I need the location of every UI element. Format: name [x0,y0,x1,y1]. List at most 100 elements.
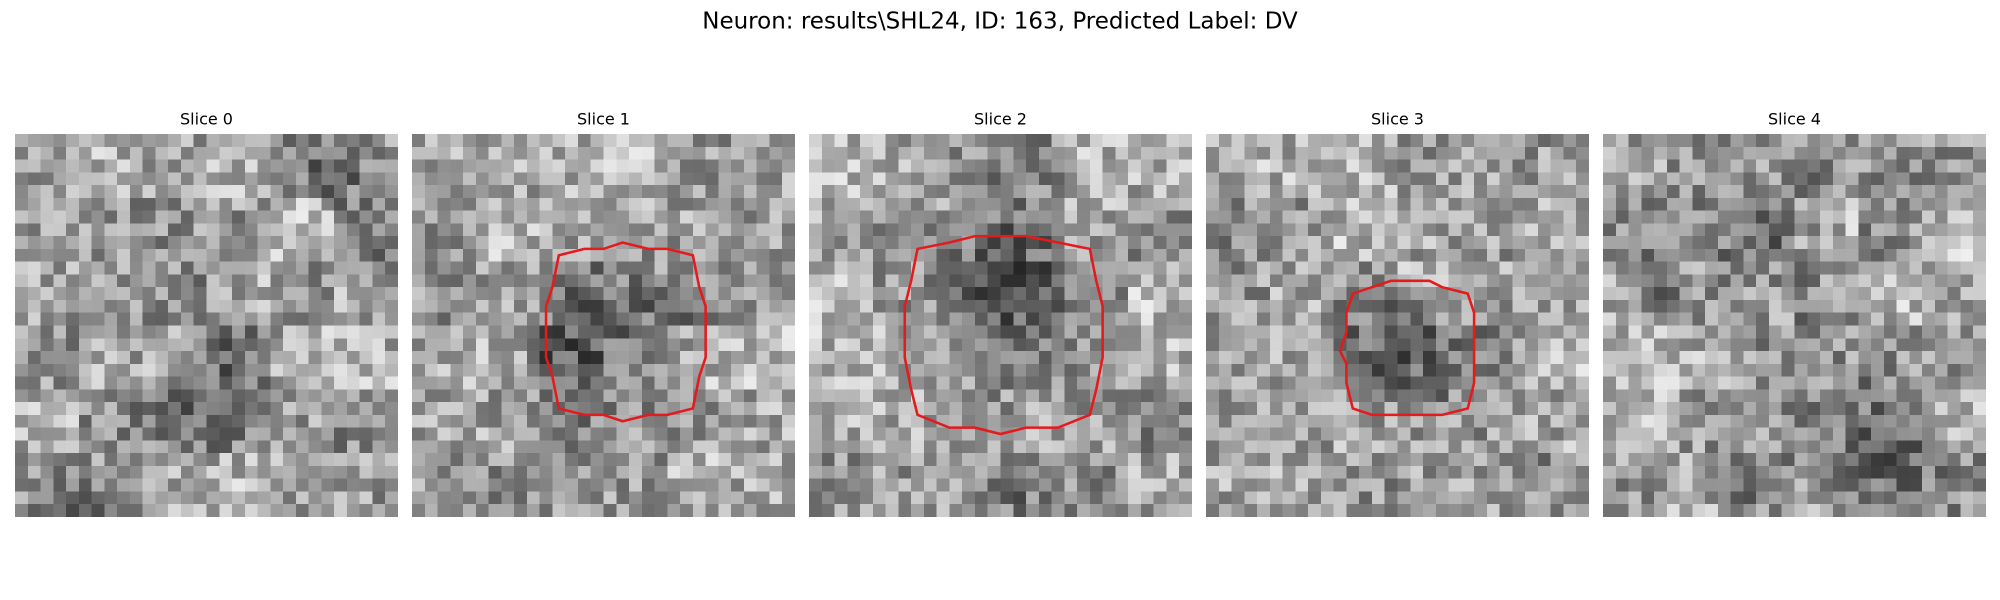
pixel [1896,185,1910,198]
pixel [1512,210,1526,224]
pixel [1320,172,1334,186]
pixel [552,465,566,479]
pixel [27,248,41,262]
pixel [1768,351,1782,364]
pixel [1973,376,1986,390]
pixel [334,351,347,364]
pixel [885,402,899,415]
pixel [987,504,1001,517]
pixel [603,223,617,237]
pixel [590,146,604,160]
pixel [1333,402,1347,415]
pixel [1947,427,1961,441]
pixel [219,363,233,377]
pixel [1871,325,1884,339]
pixel [91,223,105,237]
pixel [590,210,604,224]
pixel [1768,376,1782,390]
pixel [412,261,425,275]
pixel [193,440,207,454]
pixel [244,325,258,339]
pixel [1410,478,1424,492]
pixel [155,389,169,403]
pixel [667,504,681,517]
pixel [270,389,284,403]
pixel [450,325,464,339]
pixel [219,414,233,428]
pixel [1730,274,1744,288]
pixel [1832,197,1846,211]
pixel [1499,159,1513,173]
pixel [629,478,642,492]
pixel [424,440,438,454]
pixel [1832,159,1846,173]
pixel [104,172,118,186]
pixel [1397,236,1411,249]
pixel [1257,248,1270,262]
pixel [1371,312,1385,326]
pixel [718,299,732,313]
pixel [450,223,464,237]
pixel [1308,299,1321,313]
pixel [437,389,451,403]
pixel [962,389,975,403]
pixel [1218,478,1232,492]
pixel [1525,134,1538,147]
pixel [463,376,476,390]
pixel [667,453,681,466]
pixel [616,427,630,441]
pixel [308,185,322,198]
pixel [1140,351,1154,364]
pixel [437,478,451,492]
pixel [1295,172,1309,186]
pixel [1973,261,1986,275]
pixel [1410,402,1424,415]
pixel [1448,248,1462,262]
pixel [1308,389,1321,403]
pixel [168,351,181,364]
pixel [15,261,28,275]
pixel [1231,287,1245,300]
pixel [885,236,899,249]
pixel [514,261,527,275]
pixel [155,491,169,505]
pixel [974,376,988,390]
pixel [1128,363,1141,377]
pixel [1603,504,1616,517]
pixel [1525,338,1538,352]
pixel [756,478,770,492]
pixel [1410,338,1424,352]
pixel [40,274,54,288]
pixel [15,414,28,428]
pixel [872,389,886,403]
pixel [308,351,322,364]
pixel [1244,414,1258,428]
pixel [1333,414,1347,428]
pixel [1166,236,1180,249]
pixel [718,351,732,364]
pixel [1115,402,1129,415]
pixel [565,274,578,288]
pixel [1807,504,1821,517]
pixel [1807,210,1821,224]
pixel [641,287,655,300]
pixel [1308,159,1321,173]
pixel [385,146,398,160]
pixel [539,197,553,211]
pixel [654,146,668,160]
pixel [860,299,873,313]
pixel [1615,299,1629,313]
pixel [1537,185,1551,198]
pixel [244,223,258,237]
pixel [257,146,271,160]
pixel [962,351,975,364]
pixel [1448,134,1462,147]
pixel [1410,146,1424,160]
pixel [437,312,451,326]
pixel [885,210,899,224]
pixel [718,197,732,211]
pixel [1615,134,1629,147]
pixel [53,453,67,466]
pixel [1089,478,1103,492]
pixel [180,402,194,415]
